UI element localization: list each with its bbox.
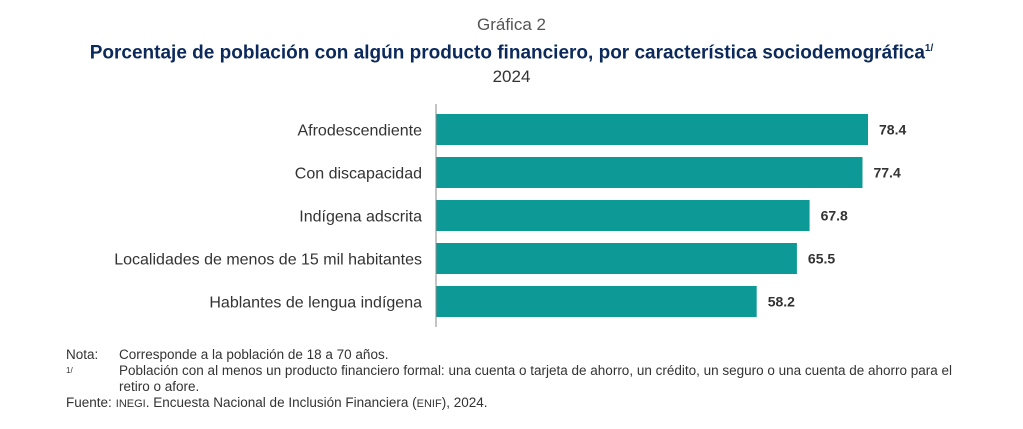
chart-year: 2024 xyxy=(492,67,531,87)
value-label: 58.2 xyxy=(768,294,795,310)
category-label: Localidades de menos de 15 mil habitante… xyxy=(114,252,422,269)
value-label: 77.4 xyxy=(873,165,900,181)
value-label: 65.5 xyxy=(808,251,835,267)
footnote-label: 1/ xyxy=(66,366,73,375)
title-footnote-marker: 1/ xyxy=(924,43,934,54)
source-org: INEGI xyxy=(115,398,146,410)
bar-4 xyxy=(436,243,797,274)
source-row: Fuente: INEGI. Encuesta Nacional de Incl… xyxy=(66,395,966,412)
bar-chart: Afrodescendiente 78.4 Con discapacidad 77.4… xyxy=(114,104,906,327)
chart-title: Porcentaje de población con algún produc… xyxy=(0,37,1023,65)
category-label: Indígena adscrita xyxy=(299,209,422,226)
category-label: Hablantes de lengua indígena xyxy=(209,295,422,312)
chart-title-text: Porcentaje de población con algún produc… xyxy=(89,42,925,64)
source-acronym: ENIF xyxy=(416,398,442,410)
source-label: Fuente: xyxy=(66,395,112,410)
note-label: Nota: xyxy=(66,347,99,362)
note-text: Corresponde a la población de 18 a 70 añ… xyxy=(119,347,389,362)
chart-header: Gráfica 2 Porcentaje de población con al… xyxy=(0,14,1023,88)
bar-5 xyxy=(436,286,757,317)
bar-3 xyxy=(436,200,810,231)
value-label: 67.8 xyxy=(821,208,848,224)
chart-notes: Nota: Corresponde a la población de 18 a… xyxy=(66,347,966,412)
source-text-2: ), 2024. xyxy=(441,395,488,410)
source-text-1: . Encuesta Nacional de Inclusión Financi… xyxy=(145,395,417,410)
value-label: 78.4 xyxy=(879,122,906,138)
footnote-text: Población con al menos un producto finan… xyxy=(119,363,953,394)
category-label: Con discapacidad xyxy=(295,166,422,183)
bar-2 xyxy=(436,157,863,188)
footnote-row: 1/ Población con al menos un producto fi… xyxy=(66,363,966,395)
note-row: Nota: Corresponde a la población de 18 a… xyxy=(66,347,966,363)
chart-supertitle: Gráfica 2 xyxy=(477,15,546,34)
bar-1 xyxy=(436,114,868,145)
category-label: Afrodescendiente xyxy=(297,123,422,140)
